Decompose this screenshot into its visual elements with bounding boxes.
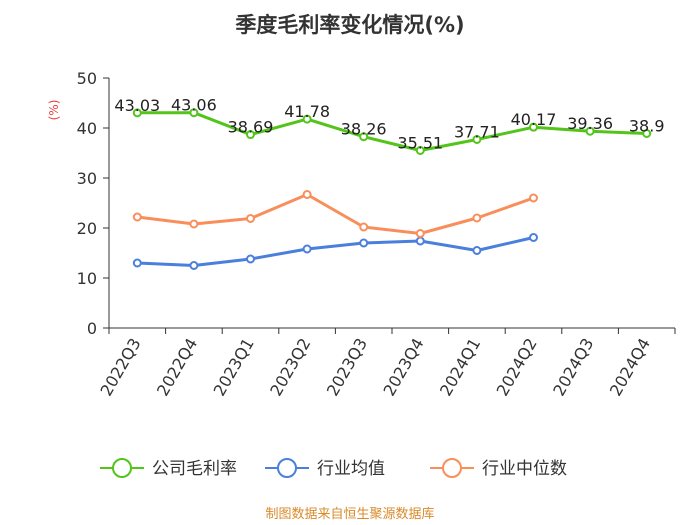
data-point	[132, 258, 142, 268]
data-label: 38.69	[228, 118, 274, 137]
legend: 公司毛利率 行业均值 行业中位数	[100, 458, 567, 479]
data-point	[246, 214, 255, 223]
legend-marker	[277, 458, 297, 478]
data-point	[415, 145, 425, 155]
data-point	[246, 254, 255, 264]
x-tick-label: 2024Q2	[493, 335, 541, 399]
y-tick-label: 40	[77, 119, 97, 138]
y-tick-label: 20	[77, 219, 97, 238]
data-point	[585, 126, 595, 136]
data-point	[642, 129, 652, 138]
y-tick-label: 30	[77, 169, 97, 188]
data-point	[415, 229, 425, 238]
data-point	[189, 108, 199, 118]
legend-marker	[442, 458, 462, 478]
source-note: 制图数据来自恒生聚源数据库	[265, 506, 434, 522]
data-point	[132, 212, 142, 222]
legend-marker	[112, 458, 132, 478]
data-point	[529, 122, 538, 132]
data-point	[246, 130, 255, 140]
x-tick-label: 2023Q3	[323, 335, 371, 399]
x-tick-label: 2024Q4	[606, 335, 654, 399]
x-tick-label: 2023Q1	[210, 335, 258, 399]
data-label: 38.26	[341, 120, 387, 139]
x-tick-label: 2023Q2	[266, 335, 314, 399]
x-tick-label: 2024Q1	[436, 335, 484, 399]
series-0: 43.03 43.06 38.69 41.78 38.26 35.51 37.71 40.17…	[114, 96, 665, 155]
data-label: 43.03	[114, 96, 160, 115]
series-layer: 43.03 43.06 38.69 41.78 38.26 35.51 37.71 40.17…	[114, 96, 665, 270]
x-tick-label: 2023Q4	[379, 335, 427, 399]
data-point	[132, 108, 142, 118]
chart-title: 季度毛利率变化情况(%)	[235, 13, 464, 37]
data-label: 39.36	[567, 114, 613, 133]
data-point	[189, 219, 199, 229]
data-label: 37.71	[454, 122, 500, 141]
series-2	[132, 190, 538, 238]
x-tick-label: 2024Q3	[549, 335, 597, 399]
series-1	[132, 233, 538, 270]
data-point	[359, 132, 369, 142]
data-point	[529, 193, 538, 203]
data-point	[472, 246, 482, 255]
data-label: 35.51	[397, 133, 443, 152]
y-axis-label: (%)	[47, 100, 61, 121]
y-tick-label: 10	[77, 269, 97, 288]
data-point	[472, 134, 482, 144]
series-line	[137, 236, 534, 267]
legend-item-1[interactable]: 行业均值	[265, 458, 385, 479]
data-point	[472, 213, 482, 223]
y-tick-label: 50	[77, 69, 97, 88]
data-point	[302, 114, 312, 124]
legend-label: 行业中位数	[482, 459, 567, 479]
series-line	[137, 193, 534, 235]
data-label: 38.9	[629, 117, 665, 136]
x-tick-label: 2022Q3	[96, 335, 144, 399]
data-label: 40.17	[511, 110, 557, 129]
data-point	[359, 222, 369, 232]
data-label: 43.06	[171, 96, 217, 115]
data-point	[359, 238, 369, 248]
legend-label: 行业均值	[317, 459, 385, 479]
legend-label: 公司毛利率	[152, 459, 237, 479]
data-point	[302, 190, 312, 199]
legend-item-0[interactable]: 公司毛利率	[100, 458, 237, 479]
data-point	[189, 261, 199, 270]
data-point	[529, 233, 538, 242]
data-point	[302, 244, 312, 254]
data-point	[415, 236, 425, 246]
data-label: 41.78	[284, 102, 330, 121]
series-line	[137, 111, 647, 152]
legend-item-2[interactable]: 行业中位数	[430, 458, 567, 479]
x-tick-label: 2022Q4	[153, 335, 201, 399]
y-tick-label: 0	[87, 319, 97, 338]
